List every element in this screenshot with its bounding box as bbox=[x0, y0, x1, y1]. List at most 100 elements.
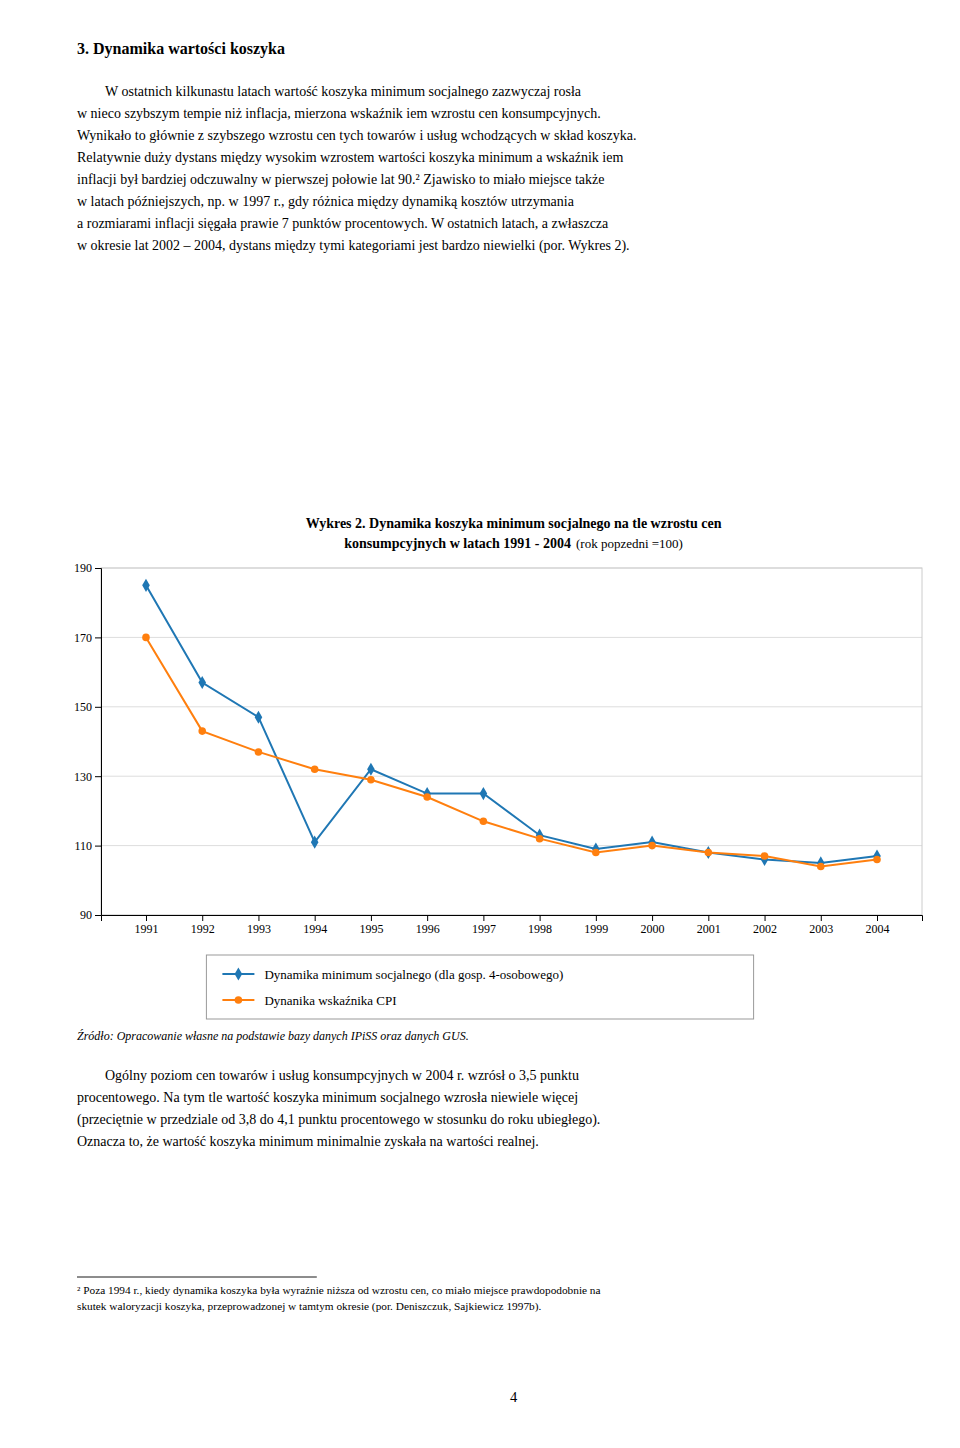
tick-label: 1994 bbox=[303, 922, 327, 936]
tick-label: 90 bbox=[80, 908, 92, 922]
tick-mark bbox=[652, 915, 653, 921]
tick-mark bbox=[95, 637, 101, 638]
page-number: 4 bbox=[510, 1389, 518, 1405]
tick-label: 2000 bbox=[641, 922, 665, 936]
tick-label: 1992 bbox=[191, 922, 215, 936]
series-marker bbox=[311, 765, 319, 773]
legend-label: Dynamika minimum socjalnego (dla gosp. 4… bbox=[264, 967, 563, 982]
tick-mark bbox=[258, 915, 259, 921]
tick-label: 170 bbox=[74, 631, 92, 645]
paragraph-line: Oznacza to, że wartość koszyka minimum m… bbox=[77, 1134, 539, 1149]
series-marker bbox=[142, 634, 150, 642]
footnote-separator bbox=[77, 1277, 317, 1278]
series-marker bbox=[255, 711, 263, 724]
y-axis: 90 110 130 150 170 190 bbox=[74, 561, 102, 922]
tick-label: 1997 bbox=[472, 922, 496, 936]
tick: 130 bbox=[74, 770, 101, 784]
tick: 1999 bbox=[584, 915, 608, 936]
series-marker bbox=[761, 852, 769, 860]
marks bbox=[142, 579, 881, 870]
tick-mark bbox=[821, 915, 822, 921]
series-marker bbox=[648, 836, 656, 849]
section-title: 3. Dynamika wartości koszyka bbox=[77, 40, 285, 58]
series-marker bbox=[423, 793, 431, 801]
series-marker bbox=[761, 853, 769, 866]
series-marker bbox=[142, 579, 150, 592]
legend-swatch-marker bbox=[235, 967, 243, 980]
paragraph-line: procentowego. Na tym tle wartość koszyka… bbox=[77, 1090, 578, 1105]
plot: 1991 1992 1993 1994 1995 1996 1997 1998 1999 2000… bbox=[74, 561, 923, 935]
series-marker bbox=[817, 856, 825, 869]
tick-label: 110 bbox=[74, 839, 92, 853]
axis-line bbox=[102, 916, 923, 922]
tick-mark bbox=[708, 915, 709, 921]
tick: 2003 bbox=[809, 915, 833, 936]
tick-mark bbox=[765, 915, 766, 921]
tick-label: 130 bbox=[74, 770, 92, 784]
tick-label: 1993 bbox=[247, 922, 271, 936]
paragraph-line: Relatywnie duży dystans między wysokim w… bbox=[77, 150, 623, 165]
legend: Dynamika minimum socjalnego (dla gosp. 4… bbox=[206, 955, 753, 1019]
tick-mark bbox=[315, 915, 316, 921]
tick: 110 bbox=[74, 839, 101, 853]
chart-subtitle-bold: konsumpcyjnych w latach 1991 - 2004 bbox=[344, 536, 571, 551]
tick: 2002 bbox=[753, 915, 777, 936]
tick-mark bbox=[95, 846, 101, 847]
tick-mark bbox=[427, 915, 428, 921]
grid-line bbox=[101, 776, 922, 777]
series-line bbox=[146, 585, 877, 863]
paragraph-line: w latach późniejszych, np. w 1997 r., gd… bbox=[77, 194, 575, 209]
series-marker bbox=[536, 829, 544, 842]
tick-label: 1995 bbox=[359, 922, 383, 936]
series-marker bbox=[705, 846, 713, 859]
series-marker bbox=[648, 842, 656, 850]
paragraph-line: (przeciętnie w przedziale od 3,8 do 4,1 … bbox=[77, 1112, 600, 1128]
grid bbox=[101, 568, 922, 915]
tick-mark bbox=[95, 707, 101, 708]
footnote-line: skutek waloryzacji koszyka, przeprowadzo… bbox=[77, 1300, 541, 1313]
series-line bbox=[146, 637, 877, 866]
tick-label: 1999 bbox=[584, 922, 608, 936]
series-marker bbox=[705, 849, 713, 857]
tick: 1994 bbox=[303, 915, 327, 936]
tick-mark bbox=[483, 915, 484, 921]
series-marker bbox=[198, 676, 206, 689]
tick-label: 2001 bbox=[697, 922, 721, 936]
series-marker bbox=[480, 818, 488, 826]
tick-mark bbox=[371, 915, 372, 921]
legend-item: Dynamika minimum socjalnego (dla gosp. 4… bbox=[222, 967, 563, 982]
tick: 2001 bbox=[697, 915, 721, 936]
x-axis: 1991 1992 1993 1994 1995 1996 1997 1998 1999 2000… bbox=[102, 915, 923, 936]
tick-label: 1998 bbox=[528, 922, 552, 936]
series-marker bbox=[367, 763, 375, 776]
plot-frame bbox=[101, 568, 922, 915]
legend-swatch-marker bbox=[235, 996, 243, 1004]
tick-label: 2004 bbox=[866, 922, 890, 936]
tick-label: 190 bbox=[74, 561, 92, 575]
tick: 1995 bbox=[359, 915, 383, 936]
tick-label: 1991 bbox=[134, 922, 158, 936]
grid-line bbox=[101, 706, 922, 707]
grid-line bbox=[101, 637, 922, 638]
grid-line bbox=[101, 845, 922, 846]
series-marker bbox=[311, 836, 319, 849]
series-marker bbox=[255, 748, 263, 756]
chart-subtitle-note: (rok popzedni =100) bbox=[576, 536, 683, 551]
tick-mark bbox=[95, 776, 101, 777]
paragraph-line: inflacji był bardziej odczuwalny w pierw… bbox=[77, 172, 604, 187]
paragraph-line: Wynikało to głównie z szybszego wzrostu … bbox=[77, 128, 636, 143]
chart-subtitle: konsumpcyjnych w latach 1991 - 2004 (rok … bbox=[344, 536, 683, 551]
tick: 90 bbox=[80, 908, 101, 922]
page: 3. Dynamika wartości koszykaW ostatnich … bbox=[0, 0, 960, 1448]
series-marker bbox=[817, 863, 825, 871]
tick: 2000 bbox=[641, 915, 665, 936]
series-marker bbox=[536, 835, 544, 843]
tick-label: 1996 bbox=[416, 922, 440, 936]
tick: 170 bbox=[74, 631, 101, 645]
paragraph-line: w nieco szybszym tempie niż inflacja, mi… bbox=[77, 106, 601, 121]
tick: 1991 bbox=[134, 915, 158, 936]
tick-mark bbox=[596, 915, 597, 921]
tick-label: 150 bbox=[74, 700, 92, 714]
tick: 190 bbox=[74, 561, 101, 575]
series-marker bbox=[423, 787, 431, 800]
